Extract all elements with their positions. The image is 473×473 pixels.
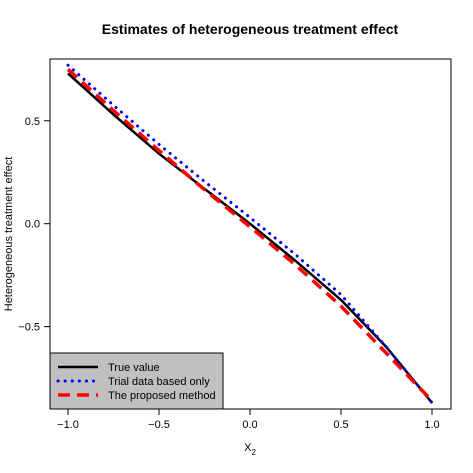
- series-line-1: [66, 63, 434, 405]
- y-tick-label: 0.5: [25, 116, 40, 128]
- x-axis-label: X2: [244, 442, 256, 457]
- series-layer: [66, 63, 434, 405]
- x-tick-label: 0.5: [333, 419, 348, 431]
- series-line-2: [66, 68, 434, 403]
- x-tick-label: −0.5: [148, 419, 170, 431]
- y-tick-label: −0.5: [18, 322, 40, 334]
- x-tick-label: 0.0: [242, 419, 257, 431]
- legend: True value Trial data based only The propo…: [49, 352, 224, 410]
- y-axis: −0.5 0.0 0.5: [18, 116, 50, 334]
- legend-label-2: The proposed method: [108, 390, 216, 402]
- y-axis-label: Heterogeneous treatment effect: [3, 157, 15, 312]
- legend-label-0: True value: [108, 362, 160, 374]
- x-tick-label: 1.0: [424, 419, 439, 431]
- y-tick-label: 0.0: [25, 219, 40, 231]
- x-tick-label: −1.0: [57, 419, 79, 431]
- chart-title: Estimates of heterogeneous treatment eff…: [102, 21, 399, 37]
- x-axis: −1.0 −0.5 0.0 0.5 1.0: [57, 408, 440, 431]
- legend-label-1: Trial data based only: [108, 376, 210, 388]
